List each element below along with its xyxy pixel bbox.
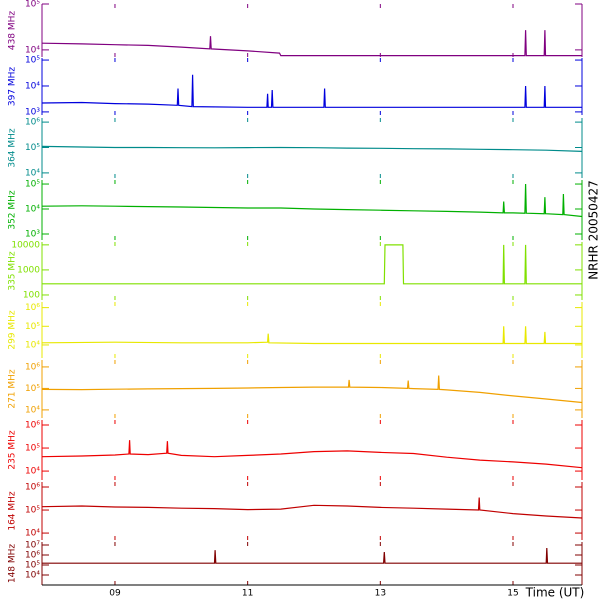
y-tick-label: 10⁴ [25, 81, 40, 91]
y-tick-label: 10⁴ [25, 340, 40, 350]
y-tick-label: 10⁴ [25, 405, 40, 415]
y-axis-label: 364 MHz [8, 128, 18, 168]
y-axis-label: 235 MHz [8, 430, 18, 470]
data-line [41, 145, 583, 152]
y-tick-label: 10⁵ [25, 561, 40, 571]
y-tick-label: 10⁵ [25, 506, 40, 516]
y-axis-label: 164 MHz [8, 491, 18, 531]
y-tick-label: 10³ [25, 107, 40, 117]
data-line [42, 547, 582, 564]
y-tick-label: 10⁶ [25, 551, 40, 561]
x-tick-label: 13 [375, 589, 386, 599]
data-line [41, 375, 583, 404]
y-tick-label: 10⁵ [25, 322, 40, 332]
y-tick-label: 100 [23, 290, 40, 300]
y-tick-label: 10⁶ [25, 118, 40, 128]
y-axis-label: 397 MHz [8, 67, 18, 107]
data-line [41, 74, 582, 108]
y-tick-label: 10⁵ [25, 143, 40, 153]
y-tick-label: 10⁶ [25, 303, 40, 313]
y-tick-label: 10⁵ [25, 56, 40, 66]
x-axis-label: Time (UT) [525, 586, 585, 600]
y-tick-label: 10⁶ [25, 483, 40, 493]
y-tick-label: 10⁵ [25, 0, 40, 10]
data-line [41, 440, 583, 469]
y-tick-label: 10⁴ [25, 45, 40, 55]
y-tick-label: 10⁵ [25, 180, 40, 190]
y-tick-label: 10⁴ [25, 467, 40, 477]
y-tick-label: 10⁶ [25, 421, 40, 431]
x-tick-label: 15 [507, 589, 518, 599]
y-axis-label: 148 MHz [8, 544, 18, 584]
y-tick-label: 10000 [11, 240, 40, 250]
data-line [41, 183, 583, 218]
side-label: NRHR 20050427 [587, 180, 600, 280]
x-tick-label: 11 [242, 589, 253, 599]
y-tick-label: 10³ [25, 229, 40, 239]
y-tick-label: 10⁴ [25, 571, 40, 581]
y-tick-label: 10⁵ [25, 384, 40, 394]
data-line [41, 326, 582, 345]
y-axis-label: 438 MHz [8, 11, 18, 51]
data-line [41, 497, 583, 519]
y-tick-label: 1000 [17, 265, 40, 275]
y-tick-label: 10⁴ [25, 205, 40, 215]
y-axis-label: 352 MHz [8, 190, 18, 230]
y-tick-label: 10⁴ [25, 529, 40, 539]
y-axis-label: 299 MHz [8, 310, 18, 350]
y-tick-label: 10⁶ [25, 362, 40, 372]
y-tick-label: 10⁷ [25, 541, 40, 551]
x-tick-label: 09 [109, 589, 121, 599]
y-axis-label: 271 MHz [8, 369, 18, 409]
y-axis-label: 335 MHz [8, 251, 18, 291]
y-tick-label: 10⁴ [25, 168, 40, 178]
y-tick-label: 10⁵ [25, 444, 40, 454]
data-line [41, 30, 582, 57]
data-line [42, 244, 582, 285]
